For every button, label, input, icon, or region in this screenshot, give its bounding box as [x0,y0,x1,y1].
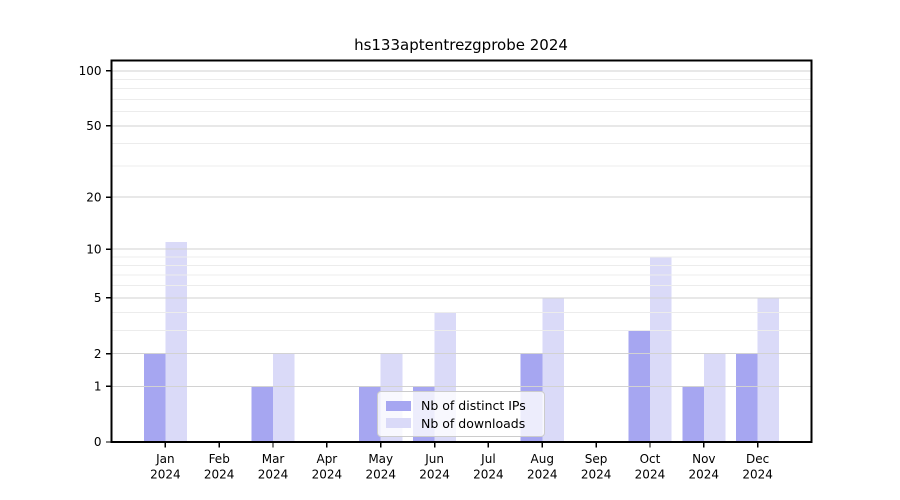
chart-title: hs133aptentrezgprobe 2024 [354,36,568,54]
bar-downloads [649,256,672,442]
bar-downloads [273,353,295,442]
legend-label-downloads: Nb of downloads [421,415,526,431]
bar-distinct-ips [736,353,758,442]
x-tick-label: Apr 2024 [312,452,343,482]
y-tick-label: 20 [86,190,101,204]
legend-swatch-downloads [386,418,411,429]
bar-distinct-ips [682,386,704,442]
bar-distinct-ips [143,353,166,442]
x-tick-label: Jul 2024 [473,452,504,482]
x-tick-label: May 2024 [365,452,396,482]
legend: Nb of distinct IPs Nb of downloads [377,391,545,437]
bar-distinct-ips [251,386,274,442]
x-tick-label: Sep 2024 [581,452,612,482]
bar-downloads [703,353,726,442]
legend-row-distinct-ips: Nb of distinct IPs [386,397,536,414]
bar-downloads [757,297,780,442]
x-tick-label: Nov 2024 [689,452,720,482]
y-tick-label: 100 [79,64,102,78]
x-tick-label: Feb 2024 [204,452,235,482]
bar-downloads [165,242,187,442]
x-tick-label: Jun 2024 [419,452,450,482]
y-tick-label: 1 [94,379,102,393]
legend-row-downloads: Nb of downloads [386,415,536,432]
x-tick-label: Dec 2024 [742,452,773,482]
plot-border [110,59,813,443]
bar-distinct-ips [359,386,381,442]
y-tick-label: 10 [86,242,101,256]
legend-swatch-distinct-ips [386,400,411,411]
x-tick-label: Jan 2024 [150,452,181,482]
x-tick-label: Mar 2024 [258,452,289,482]
legend-label-distinct-ips: Nb of distinct IPs [421,398,526,414]
y-tick-label: 50 [86,119,101,133]
y-tick-label: 5 [94,291,102,305]
x-tick-label: Oct 2024 [635,452,666,482]
y-tick-label: 2 [94,347,102,361]
y-tick-label: 0 [94,435,102,449]
bar-downloads [542,297,564,442]
x-tick-label: Aug 2024 [527,452,558,482]
